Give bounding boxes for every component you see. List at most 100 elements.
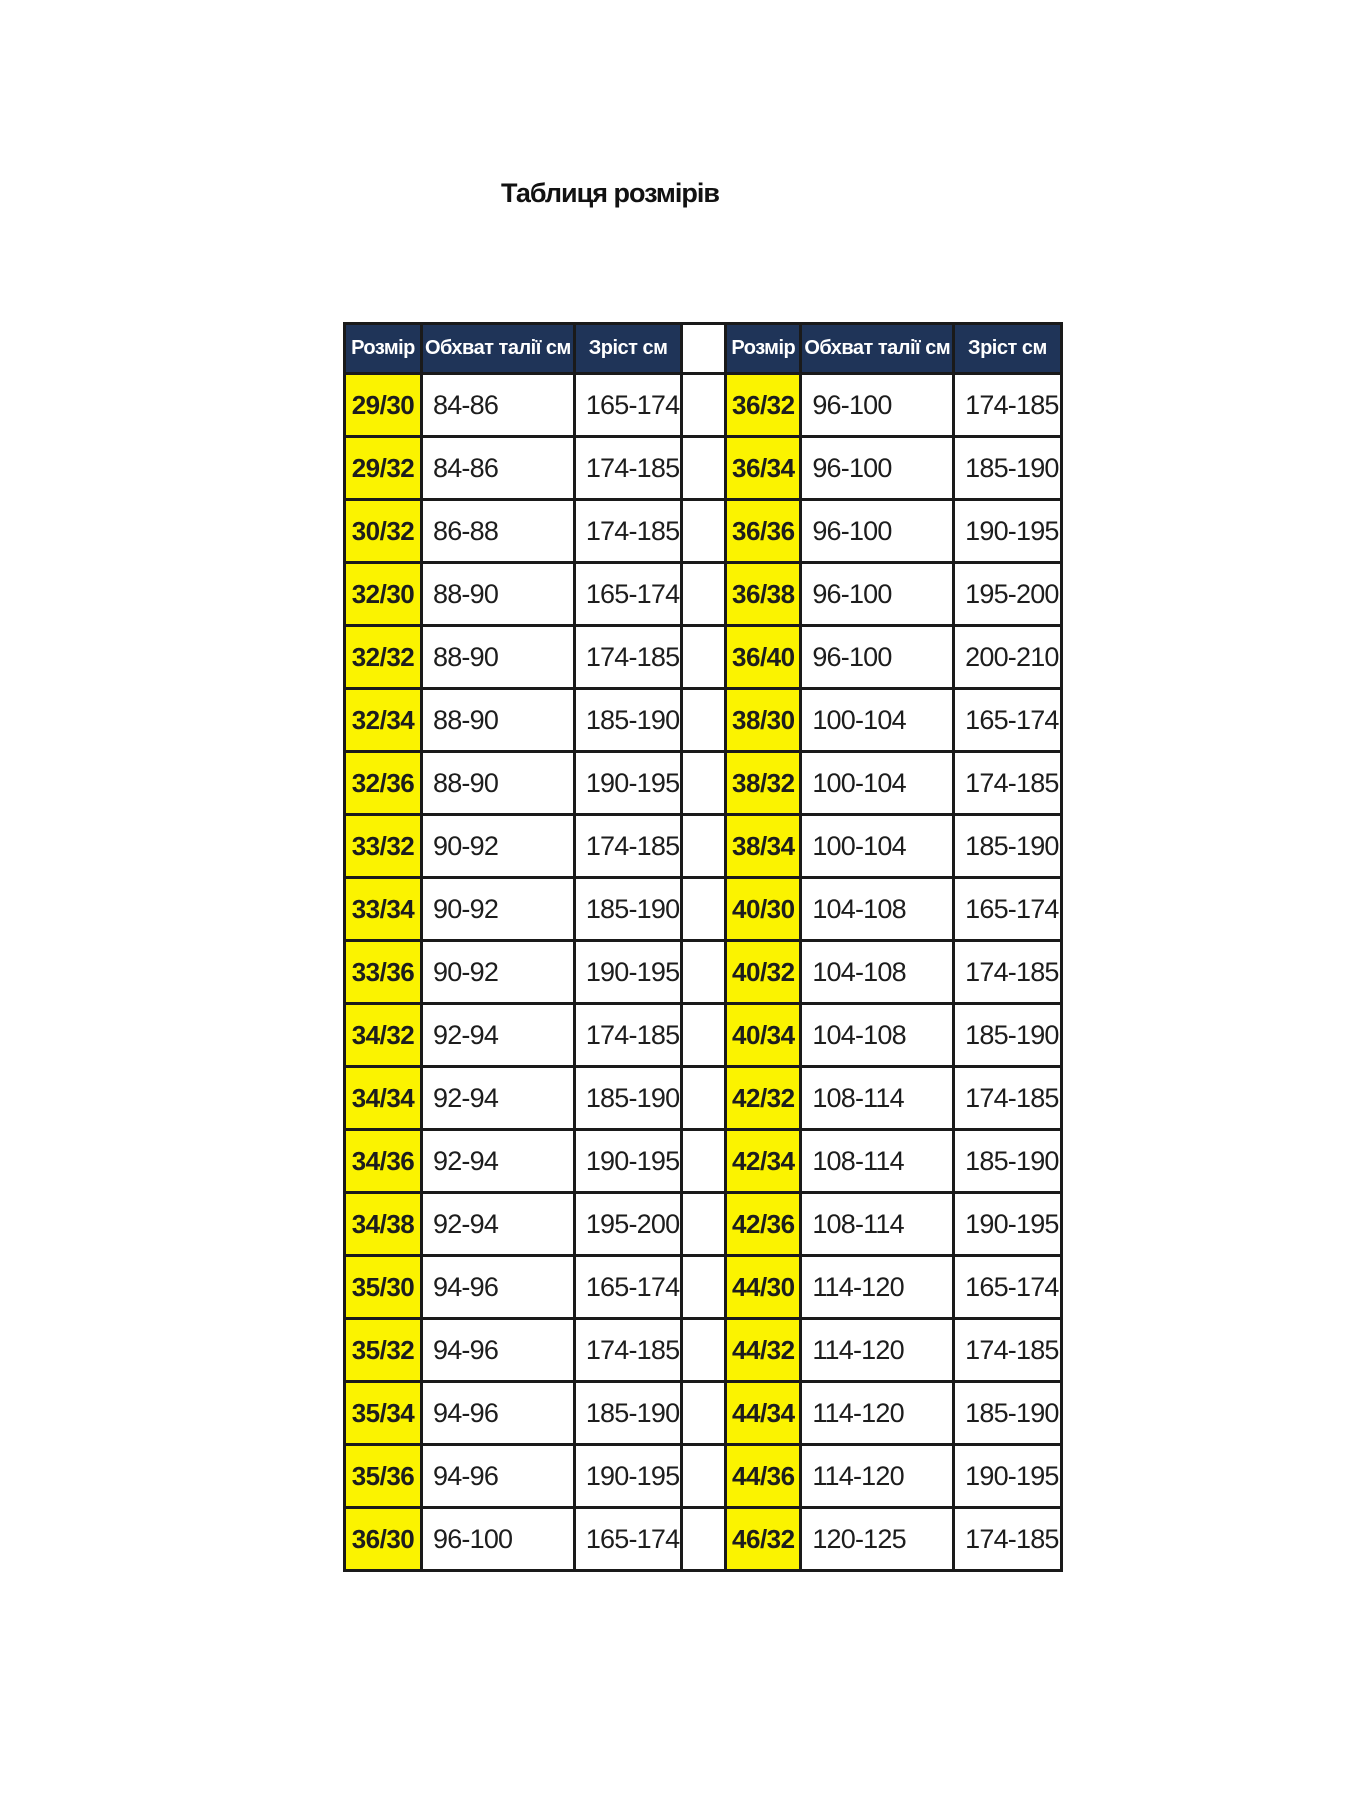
- col-header-waist-left: Обхват талії см: [420, 322, 576, 375]
- waist-cell: 120-125: [799, 1506, 956, 1572]
- size-cell: 44/36: [724, 1443, 803, 1509]
- table-row: 36/30 96-100 165-174 46/32 120-125 174-185: [343, 1506, 1063, 1572]
- table-gap: [680, 1065, 728, 1131]
- table-gap: [680, 1317, 728, 1383]
- table-row: 30/32 86-88 174-185 36/36 96-100 190-195: [343, 498, 1063, 564]
- waist-cell: 100-104: [799, 687, 956, 753]
- height-cell: 165-174: [572, 561, 684, 627]
- size-cell: 34/38: [343, 1191, 423, 1257]
- height-cell: 165-174: [572, 1254, 684, 1320]
- height-cell: 174-185: [572, 435, 684, 501]
- height-cell: 190-195: [952, 1191, 1063, 1257]
- size-cell: 36/40: [724, 624, 803, 690]
- waist-cell: 92-94: [420, 1065, 576, 1131]
- table-row: 35/32 94-96 174-185 44/32 114-120 174-185: [343, 1317, 1063, 1383]
- table-row: 34/36 92-94 190-195 42/34 108-114 185-190: [343, 1128, 1063, 1194]
- size-cell: 44/30: [724, 1254, 803, 1320]
- waist-cell: 88-90: [420, 561, 576, 627]
- waist-cell: 90-92: [420, 876, 576, 942]
- height-cell: 174-185: [572, 624, 684, 690]
- size-cell: 32/34: [343, 687, 423, 753]
- waist-cell: 114-120: [799, 1443, 956, 1509]
- size-cell: 38/34: [724, 813, 803, 879]
- height-cell: 165-174: [952, 1254, 1063, 1320]
- height-cell: 185-190: [952, 1380, 1063, 1446]
- col-header-height-right: Зріст см: [952, 322, 1063, 375]
- table-gap: [680, 1128, 728, 1194]
- waist-cell: 88-90: [420, 687, 576, 753]
- table-row: 34/32 92-94 174-185 40/34 104-108 185-190: [343, 1002, 1063, 1068]
- table-gap: [680, 1002, 728, 1068]
- table-row: 34/34 92-94 185-190 42/32 108-114 174-185: [343, 1065, 1063, 1131]
- size-cell: 46/32: [724, 1506, 803, 1572]
- size-cell: 44/32: [724, 1317, 803, 1383]
- height-cell: 165-174: [572, 1506, 684, 1572]
- height-cell: 185-190: [572, 876, 684, 942]
- table-row: 34/38 92-94 195-200 42/36 108-114 190-195: [343, 1191, 1063, 1257]
- waist-cell: 96-100: [799, 561, 956, 627]
- waist-cell: 94-96: [420, 1380, 576, 1446]
- table-row: 35/34 94-96 185-190 44/34 114-120 185-190: [343, 1380, 1063, 1446]
- table-gap: [680, 498, 728, 564]
- table-gap: [680, 1506, 728, 1572]
- table-row: 32/36 88-90 190-195 38/32 100-104 174-185: [343, 750, 1063, 816]
- table-gap: [680, 1443, 728, 1509]
- size-cell: 40/30: [724, 876, 803, 942]
- height-cell: 185-190: [952, 1128, 1063, 1194]
- size-cell: 34/36: [343, 1128, 423, 1194]
- height-cell: 174-185: [572, 813, 684, 879]
- waist-cell: 88-90: [420, 750, 576, 816]
- table-gap: [680, 1254, 728, 1320]
- height-cell: 190-195: [952, 1443, 1063, 1509]
- size-cell: 32/36: [343, 750, 423, 816]
- height-cell: 185-190: [572, 1065, 684, 1131]
- size-cell: 44/34: [724, 1380, 803, 1446]
- height-cell: 174-185: [952, 939, 1063, 1005]
- height-cell: 185-190: [952, 435, 1063, 501]
- size-cell: 40/32: [724, 939, 803, 1005]
- table-gap: [680, 322, 728, 375]
- header-row: Розмір Обхват талії см Зріст см Розмір О…: [343, 322, 1063, 375]
- table-row: 32/32 88-90 174-185 36/40 96-100 200-210: [343, 624, 1063, 690]
- waist-cell: 96-100: [799, 372, 956, 438]
- size-cell: 35/30: [343, 1254, 423, 1320]
- table-row: 35/36 94-96 190-195 44/36 114-120 190-195: [343, 1443, 1063, 1509]
- table-row: 29/32 84-86 174-185 36/34 96-100 185-190: [343, 435, 1063, 501]
- table-gap: [680, 813, 728, 879]
- size-cell: 29/30: [343, 372, 423, 438]
- size-table: Розмір Обхват талії см Зріст см Розмір О…: [343, 322, 1063, 1572]
- table-gap: [680, 750, 728, 816]
- size-cell: 42/32: [724, 1065, 803, 1131]
- waist-cell: 114-120: [799, 1254, 956, 1320]
- size-cell: 29/32: [343, 435, 423, 501]
- height-cell: 165-174: [572, 372, 684, 438]
- waist-cell: 104-108: [799, 939, 956, 1005]
- col-header-size-left: Розмір: [343, 322, 423, 375]
- size-cell: 33/32: [343, 813, 423, 879]
- size-cell: 36/30: [343, 1506, 423, 1572]
- col-header-waist-right: Обхват талії см: [799, 322, 956, 375]
- height-cell: 190-195: [572, 750, 684, 816]
- size-cell: 36/36: [724, 498, 803, 564]
- size-cell: 35/34: [343, 1380, 423, 1446]
- waist-cell: 114-120: [799, 1380, 956, 1446]
- size-cell: 40/34: [724, 1002, 803, 1068]
- size-cell: 35/36: [343, 1443, 423, 1509]
- size-cell: 35/32: [343, 1317, 423, 1383]
- height-cell: 190-195: [572, 1443, 684, 1509]
- table-row: 29/30 84-86 165-174 36/32 96-100 174-185: [343, 372, 1063, 438]
- table-gap: [680, 939, 728, 1005]
- waist-cell: 108-114: [799, 1191, 956, 1257]
- height-cell: 174-185: [952, 1065, 1063, 1131]
- table-gap: [680, 372, 728, 438]
- col-header-size-right: Розмір: [724, 322, 803, 375]
- size-cell: 38/32: [724, 750, 803, 816]
- table-gap: [680, 1191, 728, 1257]
- waist-cell: 92-94: [420, 1191, 576, 1257]
- height-cell: 185-190: [572, 1380, 684, 1446]
- table-gap: [680, 435, 728, 501]
- size-cell: 42/36: [724, 1191, 803, 1257]
- size-cell: 42/34: [724, 1128, 803, 1194]
- waist-cell: 94-96: [420, 1443, 576, 1509]
- waist-cell: 96-100: [799, 498, 956, 564]
